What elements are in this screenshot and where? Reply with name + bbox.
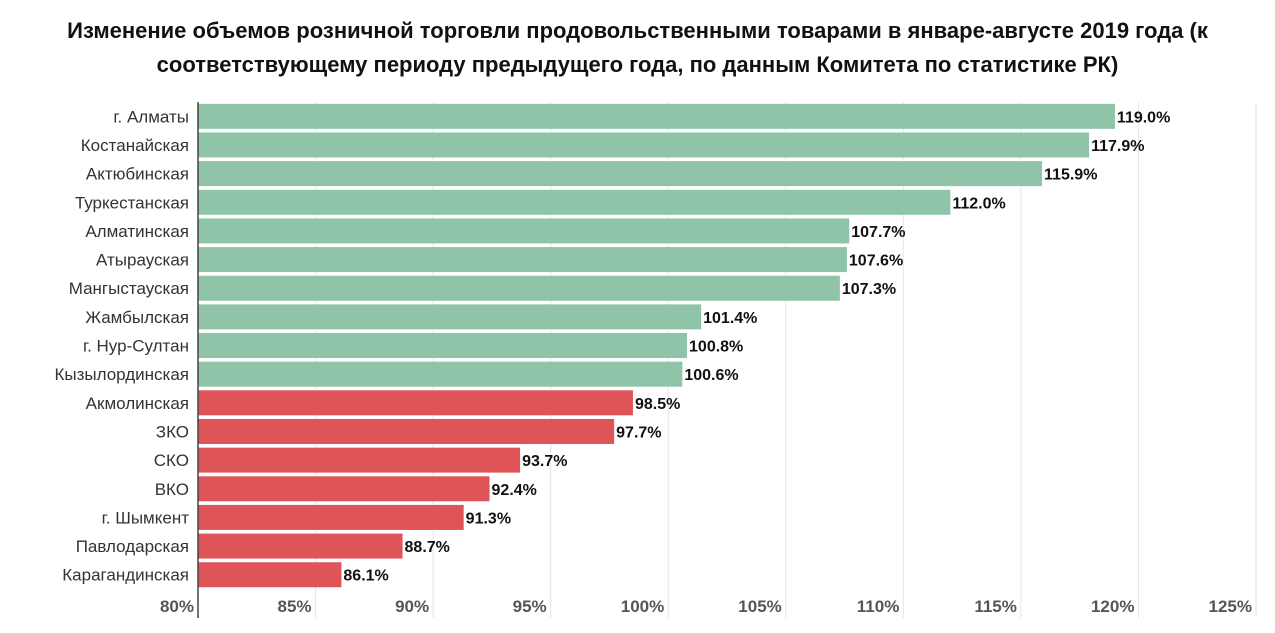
value-label: 107.6% bbox=[849, 253, 903, 270]
value-label: 107.3% bbox=[842, 281, 896, 298]
bar bbox=[198, 562, 342, 588]
value-label: 112.0% bbox=[952, 195, 1005, 212]
category-label: Алматинская bbox=[85, 222, 189, 241]
category-label: г. Нур-Султан bbox=[83, 337, 189, 356]
x-tick-label: 80% bbox=[160, 597, 194, 616]
category-label: Костанайская bbox=[81, 136, 189, 155]
chart-title: Изменение объемов розничной торговли про… bbox=[67, 18, 1208, 77]
x-tick-label: 100% bbox=[621, 597, 664, 616]
category-label: Акмолинская bbox=[86, 394, 189, 413]
value-label: 100.8% bbox=[689, 339, 743, 356]
category-label: СКО bbox=[154, 451, 189, 470]
value-label: 115.9% bbox=[1044, 167, 1097, 184]
bar bbox=[198, 333, 688, 359]
bar bbox=[198, 390, 633, 416]
value-label: 97.7% bbox=[616, 424, 661, 441]
category-label: Туркестанская bbox=[75, 193, 189, 212]
category-label: Мангыстауская bbox=[69, 279, 189, 298]
bar bbox=[198, 161, 1043, 187]
bar bbox=[198, 304, 702, 330]
category-label: Кызылординская bbox=[54, 365, 189, 384]
x-tick-label: 105% bbox=[738, 597, 781, 616]
x-tick-label: 90% bbox=[395, 597, 429, 616]
category-label: г. Алматы bbox=[113, 107, 189, 126]
category-label: Атырауская bbox=[96, 251, 189, 270]
category-label: ЗКО bbox=[156, 422, 189, 441]
category-label: г. Шымкент bbox=[102, 508, 190, 527]
value-label: 117.9% bbox=[1091, 138, 1144, 155]
bar bbox=[198, 361, 683, 387]
value-label: 101.4% bbox=[703, 310, 757, 327]
bar bbox=[198, 247, 847, 273]
bar bbox=[198, 447, 521, 473]
category-label: Жамбылская bbox=[85, 308, 189, 327]
value-label: 91.3% bbox=[466, 510, 511, 527]
value-label: 98.5% bbox=[635, 396, 680, 413]
value-label: 107.7% bbox=[851, 224, 905, 241]
bar bbox=[198, 504, 464, 530]
bar bbox=[198, 132, 1090, 158]
bar bbox=[198, 418, 615, 444]
value-label: 93.7% bbox=[522, 453, 567, 470]
bar bbox=[198, 533, 403, 559]
category-label: Карагандинская bbox=[62, 566, 189, 585]
x-tick-label: 115% bbox=[974, 597, 1017, 616]
bar bbox=[198, 189, 951, 215]
bar bbox=[198, 103, 1115, 129]
x-tick-label: 120% bbox=[1091, 597, 1134, 616]
x-tick-label: 95% bbox=[513, 597, 547, 616]
value-label: 100.6% bbox=[684, 367, 738, 384]
value-label: 88.7% bbox=[405, 539, 450, 556]
bar bbox=[198, 218, 850, 244]
bar bbox=[198, 476, 490, 502]
x-tick-label: 125% bbox=[1209, 597, 1252, 616]
category-label: Павлодарская bbox=[76, 537, 189, 556]
x-tick-label: 110% bbox=[857, 597, 900, 616]
value-label: 92.4% bbox=[492, 482, 537, 499]
category-label: ВКО bbox=[155, 480, 189, 499]
bar bbox=[198, 275, 840, 301]
value-label: 86.1% bbox=[343, 568, 388, 585]
x-tick-label: 85% bbox=[278, 597, 312, 616]
category-label: Актюбинская bbox=[86, 165, 189, 184]
value-label: 119.0% bbox=[1117, 109, 1170, 126]
